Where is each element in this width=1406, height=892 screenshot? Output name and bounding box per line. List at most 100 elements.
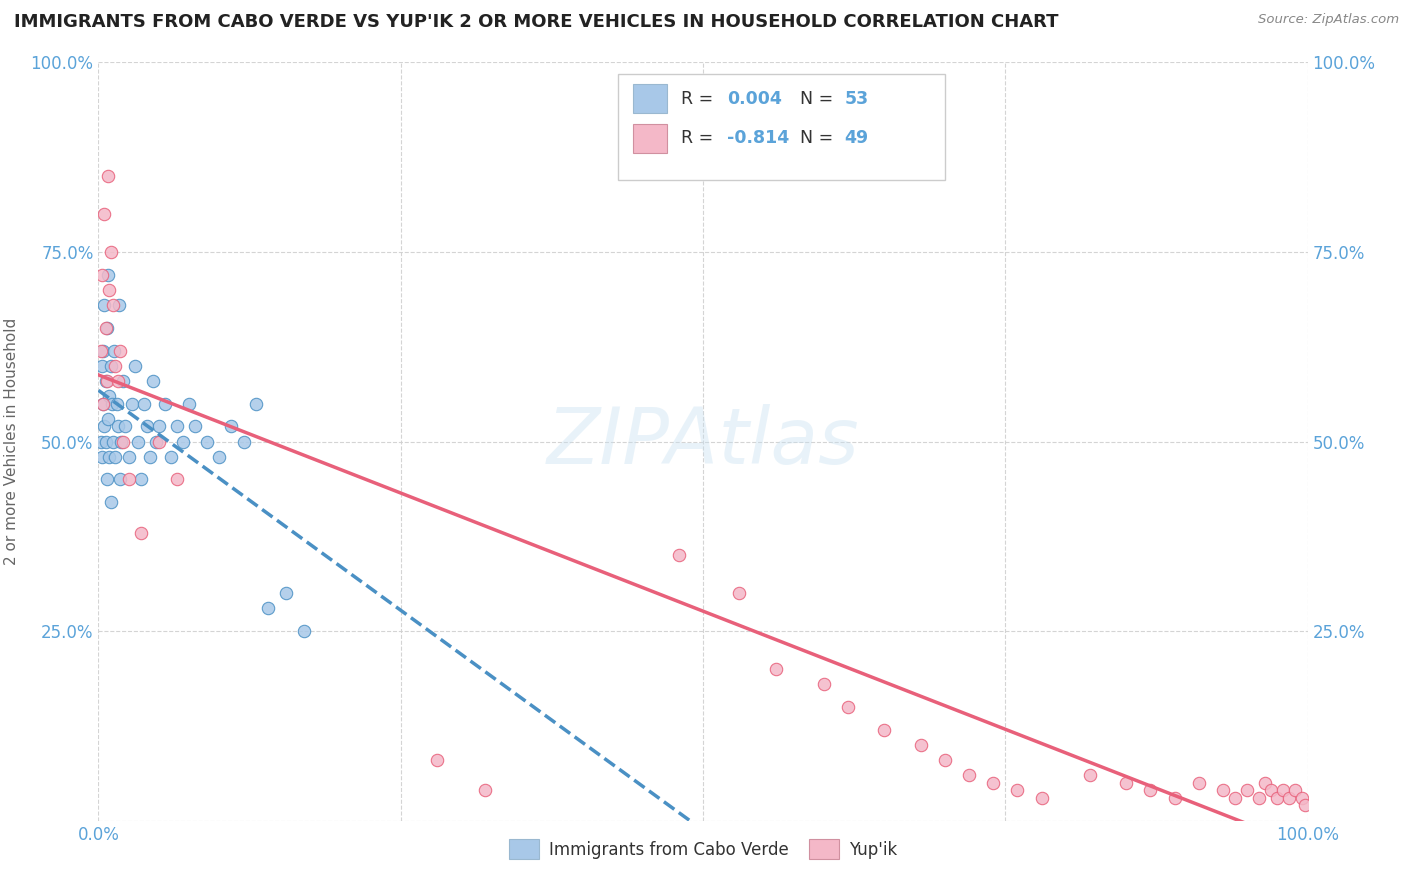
Point (90, 343, 112, 358)
Point (1223, 791, 1246, 805)
Point (110, 434, 132, 449)
Text: 49: 49 (845, 129, 869, 147)
Point (1236, 783, 1258, 797)
Point (166, 473, 188, 487)
Point (101, 298, 124, 312)
Point (124, 359, 146, 373)
Point (93, 419, 115, 434)
Point (111, 434, 134, 449)
Point (160, 450, 183, 464)
Point (98, 389, 121, 403)
Point (981, 776, 1004, 790)
Point (93, 298, 115, 312)
Point (129, 473, 152, 487)
Point (91, 268, 114, 282)
Point (94, 434, 117, 449)
Point (1163, 791, 1185, 805)
Point (765, 662, 787, 676)
Point (245, 396, 267, 410)
Point (148, 434, 170, 449)
Text: 0.004: 0.004 (727, 90, 782, 108)
Point (873, 723, 896, 737)
Point (129, 525, 152, 540)
Point (135, 419, 157, 434)
Point (166, 419, 188, 434)
Point (1284, 783, 1306, 797)
Point (108, 473, 131, 487)
Point (813, 677, 835, 691)
Point (426, 753, 449, 767)
Point (837, 699, 859, 714)
Point (98, 450, 121, 464)
Point (184, 419, 207, 434)
Point (105, 396, 128, 410)
Point (100, 495, 122, 509)
FancyBboxPatch shape (619, 74, 945, 180)
Point (134, 396, 156, 410)
Point (107, 374, 129, 388)
Point (142, 374, 165, 388)
Point (1188, 776, 1211, 790)
Point (96, 374, 118, 388)
Point (104, 359, 127, 373)
Point (121, 396, 143, 410)
Text: R =: R = (682, 90, 718, 108)
Point (179, 396, 201, 410)
Point (91, 359, 114, 373)
Point (934, 753, 956, 767)
Point (1139, 783, 1161, 797)
Point (1078, 768, 1101, 782)
Text: N =: N = (800, 90, 838, 108)
Point (1260, 783, 1282, 797)
Point (91, 396, 114, 410)
Point (97, 169, 120, 184)
Text: -0.814: -0.814 (727, 129, 789, 147)
Point (668, 548, 690, 563)
Point (910, 738, 932, 752)
Text: IMMIGRANTS FROM CABO VERDE VS YUP'IK 2 OR MORE VEHICLES IN HOUSEHOLD CORRELATION: IMMIGRANTS FROM CABO VERDE VS YUP'IK 2 O… (14, 13, 1059, 31)
Point (100, 359, 122, 373)
Legend: Immigrants from Cabo Verde, Yup'ik: Immigrants from Cabo Verde, Yup'ik (502, 833, 904, 865)
Point (97, 268, 120, 282)
Point (97, 412, 120, 426)
Point (111, 374, 134, 388)
Point (1272, 783, 1295, 797)
Text: R =: R = (682, 129, 718, 147)
Point (107, 419, 129, 434)
Point (232, 434, 254, 449)
Point (100, 244, 122, 259)
Point (96, 473, 118, 487)
Point (127, 434, 149, 449)
Text: N =: N = (800, 129, 838, 147)
Point (108, 298, 131, 312)
Point (148, 419, 170, 434)
Point (93, 207, 115, 221)
Point (1267, 791, 1289, 805)
Point (91, 396, 114, 410)
Point (1212, 783, 1234, 797)
Point (104, 450, 127, 464)
Point (1278, 791, 1301, 805)
Point (195, 434, 218, 449)
Point (1115, 776, 1137, 790)
Point (118, 450, 141, 464)
Point (1249, 791, 1271, 805)
Point (100, 396, 122, 410)
Point (103, 343, 125, 358)
Point (221, 419, 243, 434)
Point (172, 434, 194, 449)
Point (1031, 791, 1053, 805)
Point (91, 450, 114, 464)
Text: 53: 53 (845, 90, 869, 108)
Point (292, 624, 315, 639)
Point (94, 320, 117, 334)
Point (108, 343, 131, 358)
Point (256, 601, 278, 615)
FancyBboxPatch shape (633, 124, 666, 153)
Point (96, 320, 118, 334)
Point (101, 434, 124, 449)
Point (274, 586, 297, 600)
Point (90, 434, 112, 449)
Point (145, 434, 167, 449)
Point (957, 768, 980, 782)
